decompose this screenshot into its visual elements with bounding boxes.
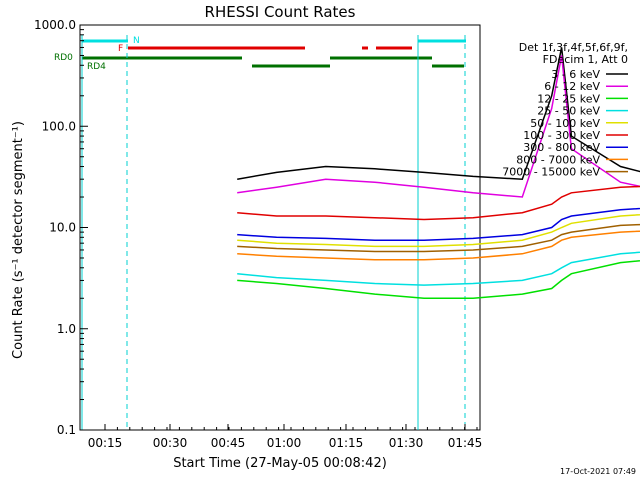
x-axis: 00:15 00:30 00:45 01:00 01:15 01:30 01:45 <box>88 424 483 450</box>
series-layer <box>237 47 640 300</box>
legend-header-line: FDecim 1, Att 0 <box>543 53 628 66</box>
legend-entry-label: 25 - 50 keV <box>537 105 600 118</box>
x-tick-label: 00:15 <box>88 436 123 450</box>
x-tick-label: 00:45 <box>211 436 246 450</box>
legend-entry-label: 50 - 100 keV <box>530 117 600 130</box>
series-line-6 <box>237 207 640 241</box>
series-line-7 <box>237 230 640 261</box>
x-axis-label: Start Time (27-May-05 00:08:42) <box>173 456 387 471</box>
x-tick-label: 01:45 <box>448 436 483 450</box>
y-tick-label: 100.0 <box>42 119 76 133</box>
y-tick-label: 1000.0 <box>34 18 76 32</box>
x-tick-label: 01:15 <box>329 436 364 450</box>
plot-frame <box>79 24 481 431</box>
series-line-3 <box>237 251 640 286</box>
y-axis-label: Count Rate (s⁻¹ detector segment⁻¹) <box>11 121 26 359</box>
series-line-4 <box>237 213 640 248</box>
flag-label: N <box>133 36 140 46</box>
legend-entry-label: 6 - 12 keV <box>544 80 600 93</box>
x-tick-label: 01:30 <box>389 436 424 450</box>
y-axis: 0.1 1.0 10.0 100.0 1000.0 <box>34 18 88 437</box>
legend-entry-label: 7000 - 15000 keV <box>502 166 600 179</box>
flag-label: RD0 <box>54 53 73 63</box>
x-tick-label: 01:00 <box>267 436 302 450</box>
flag-bars: NF RD0 RD4 <box>54 35 466 430</box>
series-line-8 <box>237 223 640 253</box>
legend-header-line: Det 1f,3f,4f,5f,6f,9f, <box>519 41 628 54</box>
timestamp: 17-Oct-2021 07:49 <box>560 467 636 476</box>
chart-title: RHESSI Count Rates <box>205 3 356 21</box>
y-tick-label: 0.1 <box>57 423 76 437</box>
legend-entry-label: 3 - 6 keV <box>551 68 600 81</box>
legend-entry-label: 800 - 7000 keV <box>516 153 600 166</box>
flag-label: RD4 <box>87 62 106 72</box>
legend: Det 1f,3f,4f,5f,6f,9f,FDecim 1, Att 0 3 -… <box>502 41 628 179</box>
legend-entry-label: 300 - 800 keV <box>523 141 600 154</box>
flag-label: F <box>118 44 123 54</box>
series-line-0 <box>237 47 640 180</box>
series-line-2 <box>237 260 640 300</box>
x-tick-label: 00:30 <box>153 436 188 450</box>
y-tick-label: 10.0 <box>49 221 76 235</box>
legend-entry-label: 100 - 300 keV <box>523 129 600 142</box>
series-line-1 <box>237 55 640 198</box>
legend-entry-label: 12 - 25 keV <box>537 92 600 105</box>
series-line-5 <box>237 185 640 221</box>
y-tick-label: 1.0 <box>57 322 76 336</box>
